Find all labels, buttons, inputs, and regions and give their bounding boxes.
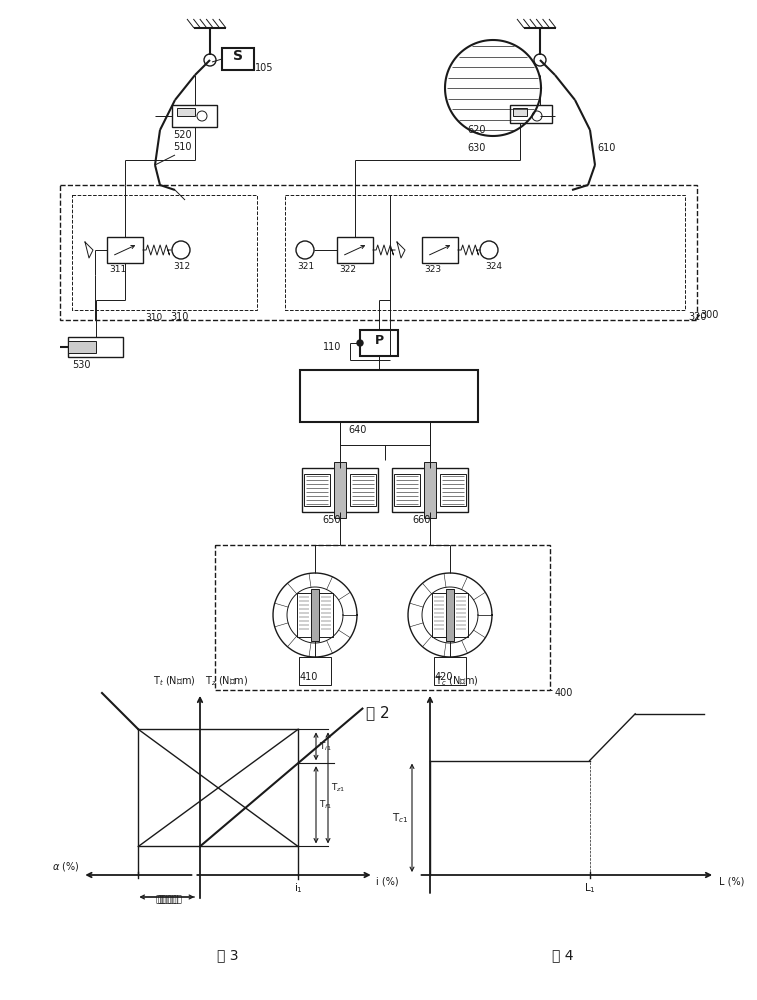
Text: 图 3: 图 3: [217, 948, 238, 962]
Text: S: S: [233, 49, 243, 63]
Text: T$_t$ (N．m): T$_t$ (N．m): [153, 674, 195, 688]
Bar: [510, 105, 552, 123]
Text: i$_1$: i$_1$: [294, 881, 303, 895]
Text: 可起动区: 可起动区: [157, 895, 179, 904]
Text: 640: 640: [348, 425, 366, 435]
Bar: [60, 185, 697, 320]
Bar: [360, 330, 398, 356]
Bar: [440, 474, 466, 506]
Text: 110: 110: [323, 342, 341, 352]
Bar: [172, 105, 217, 127]
Circle shape: [532, 111, 542, 121]
Bar: [334, 462, 346, 518]
Bar: [299, 657, 331, 685]
Text: 420: 420: [435, 672, 453, 682]
Text: T$_{z1}$: T$_{z1}$: [331, 782, 345, 794]
Circle shape: [534, 54, 546, 66]
Bar: [311, 589, 319, 641]
Text: 323: 323: [424, 265, 441, 274]
Bar: [302, 468, 378, 512]
Text: 610: 610: [597, 143, 615, 153]
Bar: [434, 657, 466, 685]
Bar: [297, 593, 333, 637]
Text: 410: 410: [300, 672, 319, 682]
Bar: [72, 195, 257, 310]
Text: 不可起动区: 不可起动区: [156, 895, 182, 904]
Text: 400: 400: [555, 688, 573, 698]
Circle shape: [296, 241, 314, 259]
Bar: [304, 474, 330, 506]
Bar: [424, 462, 436, 518]
Bar: [222, 48, 254, 70]
Bar: [432, 593, 468, 637]
Text: T$_{i1}$: T$_{i1}$: [319, 740, 332, 753]
Bar: [350, 474, 376, 506]
Text: L (%): L (%): [719, 877, 744, 887]
Text: L$_1$: L$_1$: [584, 881, 596, 895]
Text: 620: 620: [467, 125, 485, 135]
Text: 105: 105: [255, 63, 273, 73]
Text: T$_{c1}$: T$_{c1}$: [391, 811, 408, 825]
Bar: [446, 589, 454, 641]
Bar: [337, 237, 373, 263]
Bar: [285, 195, 685, 310]
Circle shape: [172, 241, 190, 259]
Text: 310: 310: [170, 312, 188, 322]
Text: 图 4: 图 4: [553, 948, 574, 962]
Circle shape: [357, 340, 363, 346]
Text: 630: 630: [467, 143, 485, 153]
Text: $\alpha$ (%): $\alpha$ (%): [52, 860, 79, 873]
Bar: [68, 341, 96, 353]
Text: 530: 530: [72, 360, 91, 370]
Text: 图 2: 图 2: [366, 705, 390, 720]
Text: 312: 312: [173, 262, 190, 271]
Bar: [107, 237, 143, 263]
Text: 510: 510: [173, 142, 192, 152]
Text: P: P: [375, 334, 384, 347]
Circle shape: [204, 54, 216, 66]
Circle shape: [480, 241, 498, 259]
Bar: [422, 237, 458, 263]
Circle shape: [197, 111, 207, 121]
Bar: [513, 108, 527, 116]
Text: i (%): i (%): [376, 877, 399, 887]
Text: 310: 310: [145, 313, 162, 322]
Text: 520: 520: [173, 130, 192, 140]
Bar: [68, 337, 123, 357]
Bar: [392, 468, 468, 512]
Text: 324: 324: [485, 262, 502, 271]
Bar: [300, 370, 478, 422]
Text: 311: 311: [109, 265, 126, 274]
Text: T$_{f1}$: T$_{f1}$: [319, 799, 332, 811]
Text: 320: 320: [688, 312, 706, 322]
Bar: [177, 108, 195, 116]
Text: T$_c$ (N．m): T$_c$ (N．m): [435, 674, 478, 688]
Text: 321: 321: [297, 262, 314, 271]
Text: 322: 322: [339, 265, 356, 274]
Text: 650: 650: [322, 515, 341, 525]
Bar: [394, 474, 420, 506]
Text: 660: 660: [412, 515, 431, 525]
Text: T$_z$ (N．m): T$_z$ (N．m): [205, 674, 248, 688]
Text: 300: 300: [700, 310, 718, 320]
Bar: [215, 545, 550, 690]
